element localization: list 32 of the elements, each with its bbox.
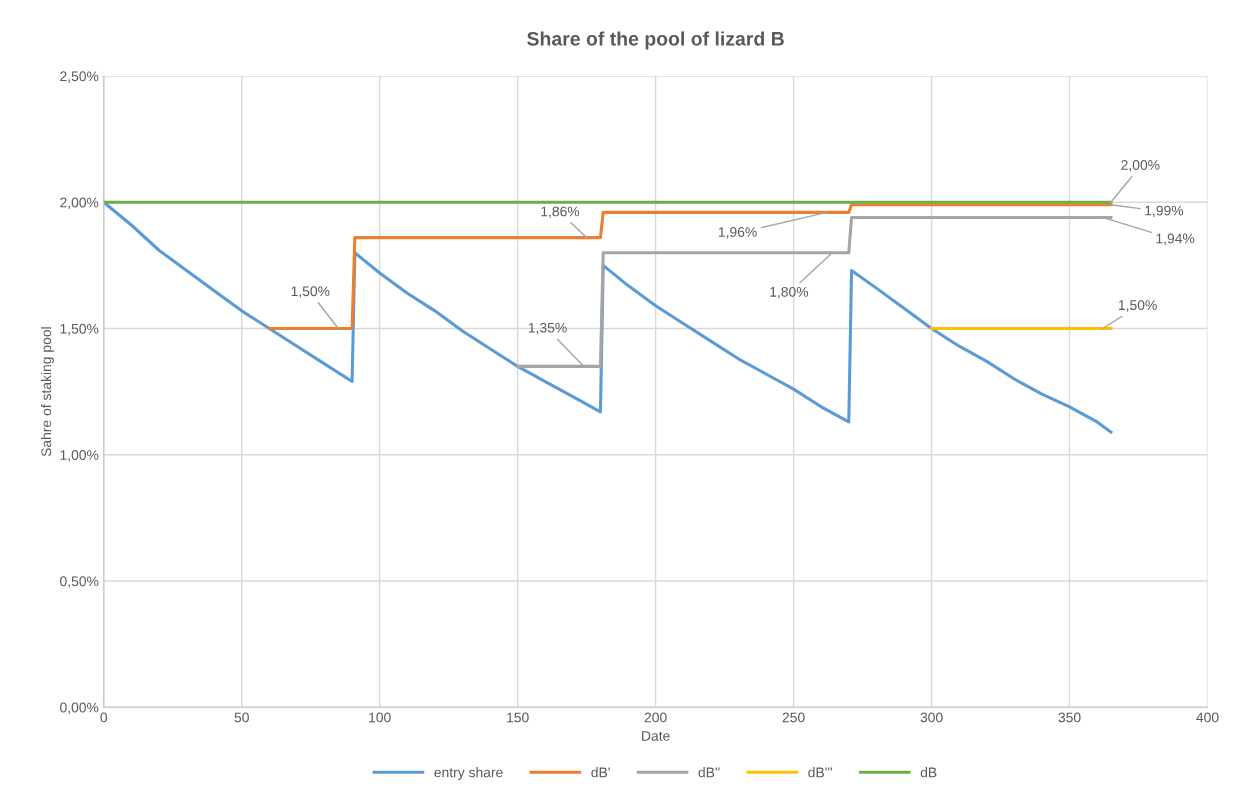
x-tick-label: 0 (100, 712, 108, 723)
annotation: 1,94% (1156, 233, 1195, 246)
x-axis-title: Date (642, 731, 670, 741)
y-tick-label: 1,00% (60, 450, 99, 462)
y-tick-label: 0,00% (60, 702, 99, 715)
annotation: 1,80% (770, 286, 809, 299)
x-tick-label: 400 (1196, 712, 1219, 723)
x-tick-label: 50 (234, 712, 249, 723)
annotation: 1,35% (528, 322, 567, 335)
chart-title: Share of the pool of lizard B (527, 31, 784, 50)
y-tick-label: 2,50% (60, 71, 99, 83)
annotation: 2,00% (1121, 160, 1160, 172)
legend-label: dB'' (698, 767, 720, 778)
x-tick-label: 300 (920, 712, 943, 723)
y-tick-label: 1,50% (60, 323, 99, 336)
legend-label: dB' (591, 767, 610, 778)
annotation: 1,50% (1118, 300, 1157, 312)
annotation: 1,86% (541, 206, 580, 218)
y-tick-label: 0,50% (60, 576, 99, 588)
legend-label: entry share (434, 767, 503, 781)
x-tick-label: 150 (507, 712, 529, 723)
x-tick-label: 100 (369, 712, 391, 723)
annotation: 1,96% (718, 227, 757, 239)
legend-label: dB''' (808, 767, 832, 778)
annotation: 1,99% (1145, 205, 1184, 218)
legend-label: dB (920, 767, 937, 778)
y-axis-title: Sahre of staking pool (41, 327, 54, 457)
annotation: 1,50% (291, 286, 330, 298)
y-tick-label: 2,00% (60, 197, 99, 210)
x-tick-label: 250 (782, 712, 805, 723)
x-tick-label: 200 (644, 712, 667, 723)
x-tick-label: 350 (1058, 712, 1081, 723)
